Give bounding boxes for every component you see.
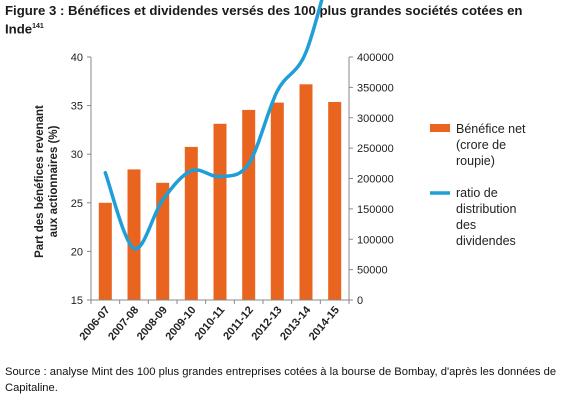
legend-bar-label-line-0: Bénéfice net: [456, 122, 526, 136]
combo-chart: 15 20 25 30 35 40 0 50000 100000 150000 200000 2500…: [34, 0, 526, 343]
bar-2009-10: [184, 146, 198, 300]
right-tick-label-400000: 400000: [357, 52, 394, 64]
bar-2014-15: [328, 102, 342, 300]
bar-2008-09: [156, 182, 170, 300]
left-tick-label-40: 40: [71, 52, 83, 64]
legend-bar-label-line-1: (crore de: [456, 138, 506, 152]
left-axis-title: Part des bénéfices revenant aux actionnai…: [34, 105, 60, 258]
bar-2012-13: [270, 102, 284, 300]
right-tick-label-150000: 150000: [357, 204, 394, 216]
legend-bar-label-line-2: roupie): [456, 154, 495, 168]
source-note: Source : analyse Mint des 100 plus grand…: [5, 366, 557, 394]
right-tick-label-300000: 300000: [357, 113, 394, 125]
left-tick-label-35: 35: [71, 101, 83, 113]
x-tick-label-2014-15: 2014-15: [307, 304, 342, 343]
left-tick-label-20: 20: [71, 246, 83, 258]
legend-line-label-line-0: ratio de: [456, 186, 498, 200]
legend-line-label-line-2: des: [456, 218, 476, 232]
right-tick-label-200000: 200000: [357, 174, 394, 186]
legend-line-label-line-3: dividendes: [456, 234, 516, 248]
bar-2011-12: [242, 109, 256, 301]
left-tick-label-25: 25: [71, 198, 83, 210]
left-tick-label-15: 15: [71, 295, 83, 307]
legend-bar-swatch: [430, 124, 450, 132]
right-tick-label-350000: 350000: [357, 82, 394, 94]
right-tick-label-100000: 100000: [357, 234, 394, 246]
bar-2006-07: [98, 202, 112, 300]
bar-2013-14: [299, 84, 313, 300]
legend-line-label-line-1: distribution: [456, 202, 516, 216]
bar-2010-11: [213, 123, 227, 300]
right-tick-label-0: 0: [357, 295, 363, 307]
left-tick-label-30: 30: [71, 149, 83, 161]
figure-title: Figure 3 : Bénéfices et dividendes versé…: [5, 3, 523, 37]
right-tick-label-250000: 250000: [357, 143, 394, 155]
footnote-ref: 141: [32, 23, 44, 30]
right-tick-label-50000: 50000: [357, 265, 388, 277]
bar-2007-08: [127, 169, 141, 300]
x-tick-label-2009-10: 2009-10: [163, 304, 198, 343]
